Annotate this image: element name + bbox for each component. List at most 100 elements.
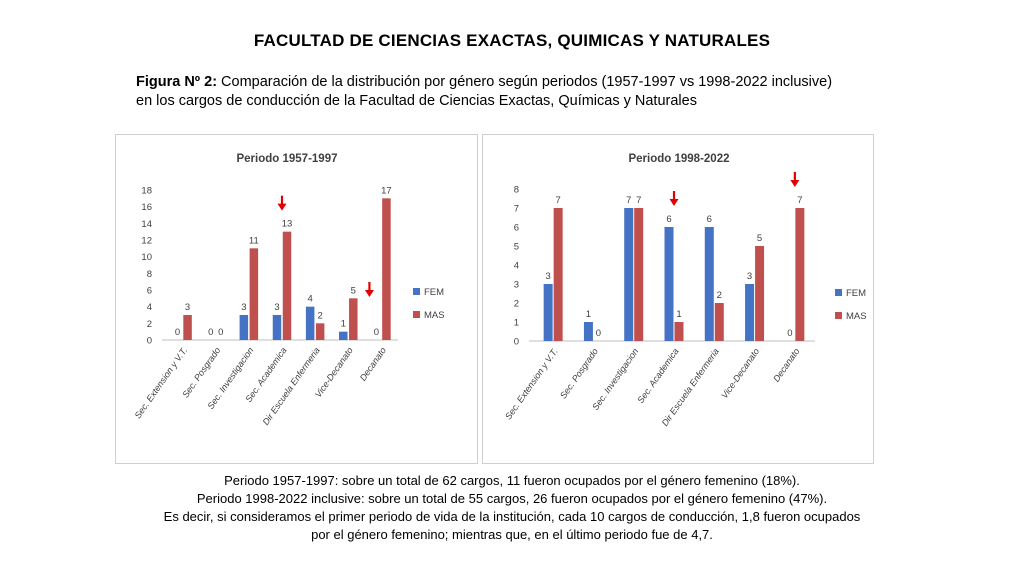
data-label-fem-sec-academica: 6: [666, 214, 671, 225]
down-arrow-icon: [277, 195, 287, 211]
data-label-fem-sec-extension-y-v-t: 0: [175, 327, 180, 338]
y-tick-label: 10: [141, 252, 152, 263]
chart-title: Periodo 1957-1997: [236, 153, 337, 165]
bar-fem-dir-escuela-enfermeria: [305, 306, 315, 340]
bar-fem-vice-decanato: [339, 331, 348, 340]
y-tick-label: 6: [147, 286, 152, 297]
data-label-mas-vice-decanato: 5: [757, 233, 762, 244]
data-label-mas-sec-academica: 1: [676, 309, 681, 320]
caption-text-1: Comparación de la distribución por géner…: [217, 74, 833, 90]
y-tick-label: 1: [514, 318, 519, 329]
caption-line-1: Figura Nº 2: Comparación de la distribuc…: [136, 73, 916, 92]
y-tick-label: 2: [514, 299, 519, 310]
data-label-fem-sec-posgrado: 1: [586, 309, 591, 320]
legend-swatch-fem: [835, 289, 842, 296]
bar-fem-sec-posgrado: [583, 322, 593, 341]
data-label-fem-vice-decanato: 1: [341, 319, 346, 330]
y-tick-label: 4: [147, 302, 152, 313]
x-tick-label-sec-extension-y-v-t: Sec. Extension y V.T.: [133, 345, 190, 420]
bar-mas-sec-academica: [674, 322, 684, 341]
y-tick-label: 12: [141, 236, 152, 247]
data-label-mas-sec-investigacion: 7: [636, 195, 641, 206]
summary-line-1: Periodo 1957-1997: sobre un total de 62 …: [224, 473, 800, 488]
bar-mas-sec-investigacion: [249, 248, 259, 340]
y-tick-label: 8: [147, 269, 152, 280]
data-label-mas-sec-investigacion: 11: [249, 235, 259, 246]
bar-mas-sec-investigacion: [634, 208, 644, 341]
bar-mas-decanato: [795, 208, 805, 341]
down-arrow-icon: [790, 172, 800, 187]
page-header: FACULTAD DE CIENCIAS EXACTAS, QUIMICAS Y…: [253, 31, 771, 50]
data-label-fem-sec-extension-y-v-t: 3: [545, 271, 550, 282]
y-tick-label: 7: [514, 204, 519, 215]
summary-line-3: Es decir, si consideramos el primer peri…: [163, 509, 861, 524]
y-tick-label: 3: [514, 280, 519, 291]
y-tick-label: 6: [514, 223, 519, 234]
x-tick-label-decanato: Decanato: [771, 346, 801, 383]
data-label-fem-vice-decanato: 3: [747, 271, 752, 282]
data-label-mas-sec-posgrado: 0: [596, 328, 601, 339]
data-label-fem-sec-investigacion: 3: [241, 302, 246, 313]
arrow-head: [277, 203, 287, 211]
down-arrow-icon: [669, 191, 679, 206]
x-tick-label-dir-escuela-enfermeria: Dir Escuela Enfermeria: [261, 345, 322, 427]
bar-fem-sec-academica: [272, 315, 282, 340]
caption-line-2: en los cargos de conducción de la Facult…: [136, 93, 697, 109]
data-label-fem-decanato: 0: [787, 328, 792, 339]
legend-label-fem: FEM: [424, 287, 444, 298]
chart-title: Periodo 1998-2022: [628, 153, 729, 165]
bar-mas-sec-extension-y-v-t: [183, 315, 192, 340]
data-label-mas-decanato: 17: [381, 185, 392, 196]
legend-swatch-mas: [835, 312, 842, 319]
data-label-fem-decanato: 0: [374, 327, 379, 338]
legend-label-mas: MAS: [846, 311, 867, 322]
caption-label: Figura Nº 2:: [136, 74, 218, 90]
data-label-mas-decanato: 7: [797, 195, 802, 206]
x-tick-label-vice-decanato: Vice-Decanato: [719, 346, 761, 400]
data-label-mas-sec-academica: 13: [282, 219, 293, 230]
bar-fem-sec-investigacion: [624, 208, 634, 341]
data-label-mas-dir-escuela-enfermeria: 2: [317, 310, 322, 321]
y-tick-label: 16: [141, 202, 152, 213]
data-label-mas-sec-extension-y-v-t: 3: [185, 302, 190, 313]
bar-fem-sec-extension-y-v-t: [543, 284, 553, 341]
bar-mas-decanato: [382, 198, 391, 340]
x-tick-label-decanato: Decanato: [358, 345, 388, 382]
y-tick-label: 14: [141, 219, 152, 230]
figure-caption: Figura Nº 2: Comparación de la distribuc…: [136, 73, 916, 111]
data-label-mas-vice-decanato: 5: [351, 285, 356, 296]
bar-mas-dir-escuela-enfermeria: [315, 323, 325, 340]
y-tick-label: 0: [514, 337, 519, 348]
y-tick-label: 8: [514, 185, 519, 196]
y-tick-label: 5: [514, 242, 519, 253]
data-label-fem-dir-escuela-enfermeria: 4: [307, 294, 312, 305]
arrow-head: [669, 199, 679, 206]
bar-mas-vice-decanato: [349, 298, 358, 340]
legend-swatch-fem: [413, 288, 420, 295]
x-tick-label-sec-posgrado: Sec. Posgrado: [558, 346, 600, 400]
x-tick-label-sec-extension-y-v-t: Sec. Extension y V.T.: [503, 346, 560, 421]
data-label-fem-dir-escuela-enfermeria: 6: [707, 214, 712, 225]
bar-fem-dir-escuela-enfermeria: [704, 227, 714, 341]
x-tick-label-sec-investigacion: Sec. Investigacion: [590, 346, 640, 412]
summary-line-2: Periodo 1998-2022 inclusive: sobre un to…: [196, 491, 828, 506]
data-label-fem-sec-posgrado: 0: [208, 327, 213, 338]
chart-panel-1957-1997: Periodo 1957-1997 0 2 4 6 8 10 12 14 16 18 0 3 Sec. E…: [115, 134, 478, 464]
bar-mas-sec-academica: [282, 231, 292, 340]
bar-mas-vice-decanato: [755, 246, 765, 341]
x-tick-label-sec-academica: Sec. Academica: [635, 346, 680, 405]
y-tick-label: 18: [141, 186, 152, 197]
legend-label-fem: FEM: [846, 288, 866, 299]
summary-text: Periodo 1957-1997: sobre un total de 62 …: [80, 472, 944, 544]
down-arrow-icon: [364, 282, 374, 297]
legend-swatch-mas: [413, 311, 420, 318]
bar-fem-vice-decanato: [745, 284, 755, 341]
arrow-head: [364, 290, 374, 297]
summary-line-4: por el género femenino; mientras que, en…: [311, 527, 713, 542]
chart-panel-1998-2022: Periodo 1998-2022 0 1 2 3 4 5 6 7 8 3 7 Sec. Extensi…: [482, 134, 874, 464]
data-label-mas-dir-escuela-enfermeria: 2: [717, 290, 722, 301]
data-label-mas-sec-posgrado: 0: [218, 327, 223, 338]
arrow-head: [790, 180, 800, 187]
